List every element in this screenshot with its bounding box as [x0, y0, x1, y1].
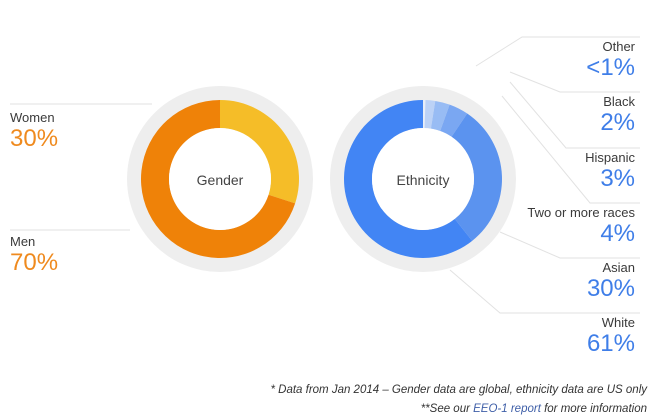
legend-two-or-more-value: 4% — [600, 220, 635, 247]
legend-asian-name: Asian — [602, 260, 635, 275]
legend-other-value: <1% — [586, 54, 635, 81]
leader-line-3 — [509, 71, 640, 93]
ethnicity-slice-hispanic — [430, 100, 450, 131]
ethnicity-slice-other — [423, 100, 426, 129]
leader-line-2 — [475, 36, 640, 67]
legend-black-name: Black — [603, 94, 635, 109]
legend-two-or-more-name: Two or more races — [527, 205, 635, 220]
legend-men-value: 70% — [10, 249, 59, 276]
legend-men: Men 70% — [10, 235, 58, 275]
legend-women-name: Women — [10, 110, 55, 125]
legend-hispanic-value: 3% — [600, 165, 635, 192]
ethnicity-slice-asian — [451, 113, 502, 241]
leader-line-6 — [499, 231, 640, 259]
ethnicity-slice-black — [424, 100, 436, 129]
legend-asian-value: 30% — [586, 275, 635, 302]
footnote-eeo-suffix: for more information — [540, 403, 647, 415]
gender-slice-men — [140, 100, 296, 258]
legend-two-or-more: Two or more races 4% — [527, 206, 635, 246]
gender-slice-women — [220, 100, 299, 204]
footnote-data-source: * Data from Jan 2014 – Gender data are g… — [270, 384, 647, 396]
legend-asian: Asian 30% — [587, 261, 635, 301]
legend-white-value: 61% — [586, 330, 635, 357]
gender-chart-title: Gender — [196, 172, 244, 188]
legend-white-name: White — [601, 315, 635, 330]
legend-black: Black 2% — [600, 95, 635, 135]
ethnicity-chart-title: Ethnicity — [396, 172, 450, 188]
legend-white: White 61% — [587, 316, 635, 356]
leader-line-7 — [449, 269, 640, 314]
ethnicity-slice-white — [344, 100, 473, 258]
legend-hispanic-name: Hispanic — [585, 150, 635, 165]
leader-line-4 — [509, 81, 640, 149]
gender-center-hole — [169, 128, 271, 230]
legend-other: Other <1% — [586, 40, 635, 80]
legend-black-value: 2% — [600, 109, 635, 136]
legend-hispanic: Hispanic 3% — [585, 151, 635, 191]
legend-women: Women 30% — [10, 111, 58, 151]
footnote-eeo: **See our EEO-1 report for more informat… — [421, 403, 647, 415]
eeo-1-report-link[interactable]: EEO-1 report — [473, 403, 541, 415]
ethnicity-center-hole — [372, 128, 474, 230]
legend-men-name: Men — [10, 234, 36, 249]
legend-women-value: 30% — [10, 125, 59, 152]
leader-line-5 — [501, 95, 640, 204]
legend-other-name: Other — [602, 39, 635, 54]
footnote-eeo-prefix: **See our — [420, 403, 474, 415]
ethnicity-slice-two-or-more-races — [440, 104, 468, 137]
